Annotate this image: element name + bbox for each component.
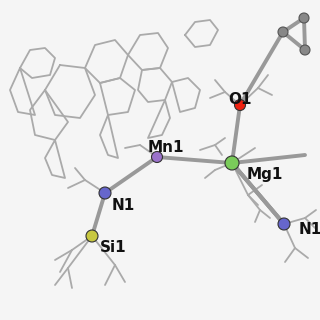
Text: O1: O1 — [228, 92, 252, 108]
Circle shape — [225, 156, 239, 170]
Text: Mg1: Mg1 — [247, 167, 284, 182]
Circle shape — [278, 27, 288, 37]
Circle shape — [86, 230, 98, 242]
Circle shape — [278, 218, 290, 230]
Circle shape — [300, 45, 310, 55]
Text: N1: N1 — [112, 197, 135, 212]
Text: Si1: Si1 — [100, 239, 127, 254]
Circle shape — [235, 100, 245, 110]
Text: N12: N12 — [299, 222, 320, 237]
Text: Mn1: Mn1 — [148, 140, 185, 156]
Circle shape — [99, 187, 111, 199]
Circle shape — [151, 151, 163, 163]
Circle shape — [299, 13, 309, 23]
